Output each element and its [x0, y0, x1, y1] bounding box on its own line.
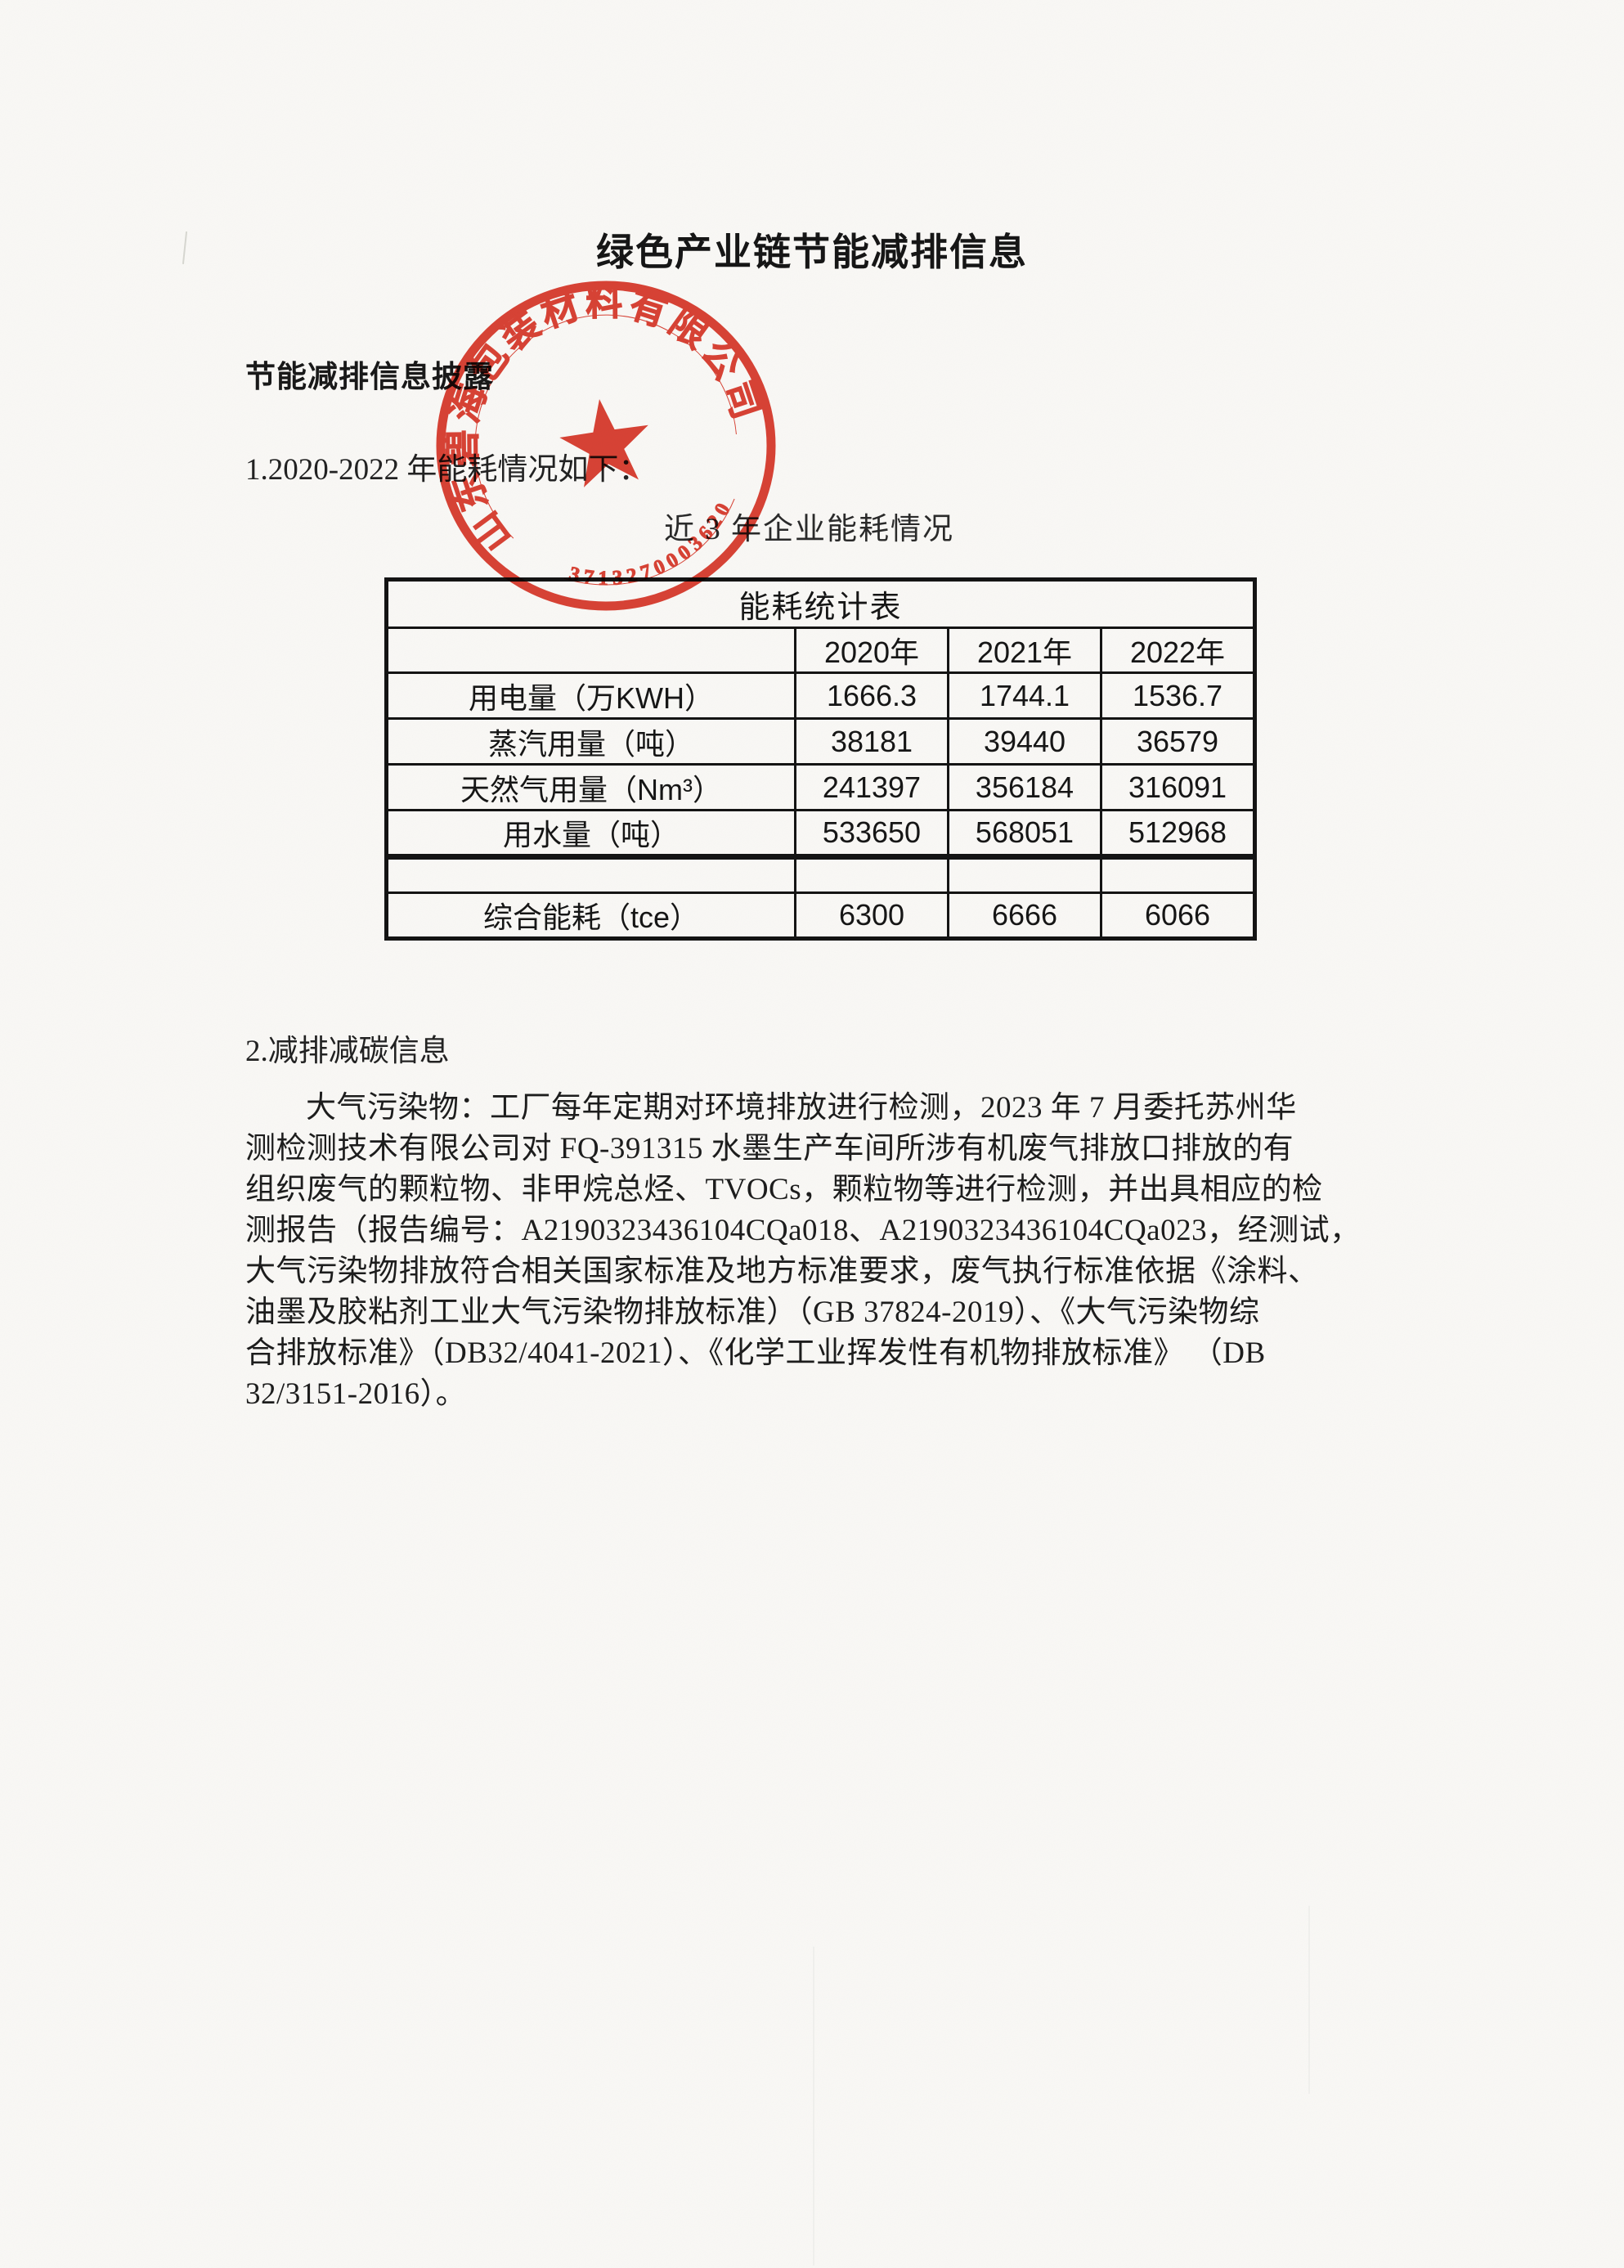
table-row: 综合能耗（tce） 6300 6666 6066 — [385, 891, 1257, 940]
value-2022: 316091 — [1099, 763, 1257, 811]
row-label: 用水量（吨） — [385, 809, 796, 860]
table-row: 蒸汽用量（吨） 38181 39440 36579 — [385, 717, 1257, 766]
value-2021: 568051 — [947, 809, 1102, 860]
value-2020: 38181 — [794, 717, 949, 766]
value-2021: 1744.1 — [947, 671, 1102, 720]
energy-table-caption: 近 3 年企业能耗情况 — [664, 513, 954, 546]
page-title: 绿色产业链节能减排信息 — [596, 231, 1028, 273]
table-row: 天然气用量（Nm³） 241397 356184 316091 — [385, 763, 1257, 811]
paragraph-line: 测报告（报告编号：A2190323436104CQa018、A219032343… — [245, 1214, 1361, 1247]
value-2020: 241397 — [794, 763, 949, 811]
value-2020: 533650 — [794, 809, 949, 860]
row-label: 天然气用量（Nm³） — [385, 763, 796, 811]
table-title-row: 能耗统计表 — [384, 578, 1257, 629]
value-2021: 39440 — [947, 717, 1102, 766]
row-label: 蒸汽用量（吨） — [385, 717, 796, 766]
header-2020: 2020年 — [794, 627, 949, 674]
energy-table: 能耗统计表 2020年 2021年 2022年 用电量（万KWH） 1666.3… — [384, 577, 1258, 941]
paragraph-line: 测检测技术有限公司对 FQ-391315 水墨生产车间所涉有机废气排放口排放的有 — [245, 1132, 1294, 1165]
scan-streak — [813, 1947, 814, 2266]
value-2022: 36579 — [1099, 717, 1257, 766]
paragraph-line: 合排放标准》（DB32/4041-2021）、《化学工业挥发性有机物排放标准》 … — [245, 1336, 1266, 1370]
value-2022: 6066 — [1099, 891, 1257, 940]
header-2022: 2022年 — [1099, 627, 1257, 674]
value-2022: 512968 — [1099, 809, 1257, 860]
value-2021: 6666 — [947, 891, 1102, 940]
table-row: 用电量（万KWH） 1666.3 1744.1 1536.7 — [385, 671, 1257, 720]
paragraph-line: 大气污染物：工厂每年定期对环境排放进行检测，2023 年 7 月委托苏州华 — [306, 1091, 1297, 1125]
table-row — [385, 856, 1257, 894]
value-2020: 1666.3 — [794, 671, 949, 720]
header-2021: 2021年 — [947, 627, 1102, 674]
paragraph-line: 油墨及胶粘剂工业大气污染物排放标准）（GB 37824-2019）、《大气污染物… — [245, 1296, 1260, 1329]
value-2021: 356184 — [947, 763, 1102, 811]
pollution-paragraph: 大气污染物：工厂每年定期对环境排放进行检测，2023 年 7 月委托苏州华 测检… — [245, 1088, 1392, 1415]
row-label — [385, 856, 796, 894]
value-2022: 1536.7 — [1099, 671, 1257, 720]
paragraph-line: 32/3151-2016）。 — [245, 1377, 467, 1411]
header-blank — [385, 627, 796, 674]
paragraph-line: 组织废气的颗粒物、非甲烷总烃、TVOCs，颗粒物等进行检测，并出具相应的检 — [245, 1173, 1323, 1206]
value-2022 — [1099, 856, 1257, 894]
value-2021 — [947, 856, 1102, 894]
value-2020 — [794, 856, 949, 894]
scan-streak — [1308, 1906, 1310, 2094]
table-title: 能耗统计表 — [384, 578, 1257, 629]
energy-intro-line: 1.2020-2022 年能耗情况如下： — [245, 453, 649, 487]
paragraph-line: 大气污染物排放符合相关国家标准及地方标准要求，废气执行标准依据《涂料、 — [245, 1255, 1319, 1288]
section2-heading: 2.减排减碳信息 — [245, 1035, 450, 1068]
table-year-header-row: 2020年 2021年 2022年 — [385, 627, 1257, 674]
row-label: 综合能耗（tce） — [385, 891, 796, 940]
row-label: 用电量（万KWH） — [385, 671, 796, 720]
disclosure-heading: 节能减排信息披露 — [245, 360, 494, 393]
table-row: 用水量（吨） 533650 568051 512968 — [385, 809, 1257, 860]
value-2020: 6300 — [794, 891, 949, 940]
